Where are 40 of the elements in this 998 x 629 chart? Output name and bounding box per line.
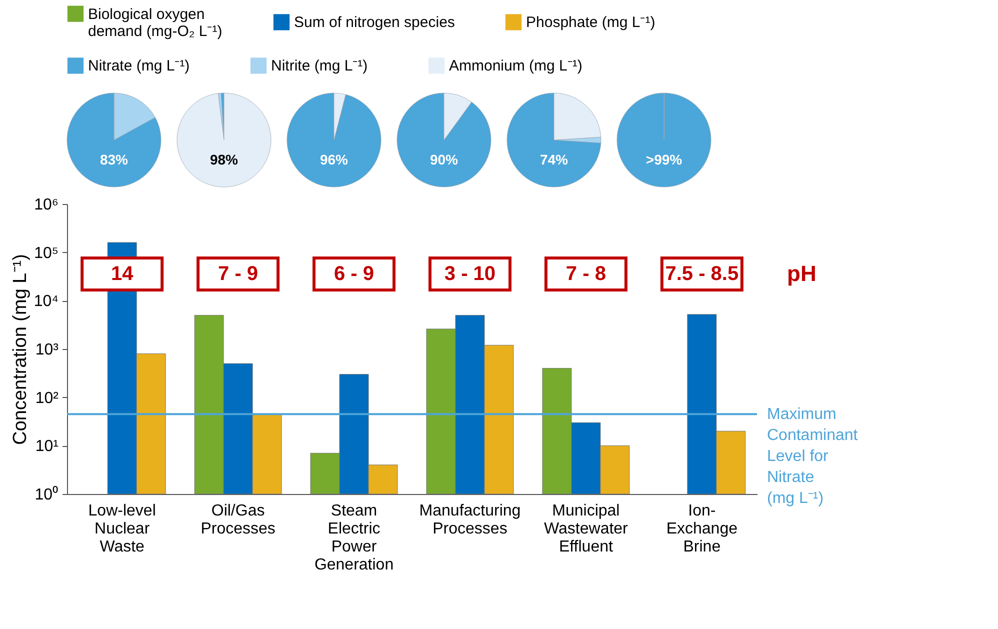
data-label: >99% xyxy=(646,152,683,168)
pie-slice xyxy=(616,92,712,188)
ref-line-label: Maximum Contaminant Level for Nitrate (mg L⁻¹) xyxy=(767,406,858,508)
pie-slice xyxy=(506,92,602,188)
x-tick-label: Oil/Gas Processes xyxy=(200,502,276,538)
x-tick-label: Steam Electric Power Generation xyxy=(314,502,394,574)
pie-slice xyxy=(286,92,382,188)
legend-label: Phosphate (mg L⁻¹) xyxy=(526,14,656,32)
pie-slice xyxy=(396,92,492,188)
x-tick-label: Low-level Nuclear Waste xyxy=(88,502,156,556)
data-label: 96% xyxy=(320,152,349,168)
y-tick-label: 10⁴ xyxy=(34,293,59,310)
data-label: 98% xyxy=(210,152,239,168)
y-tick-label: 10⁵ xyxy=(34,244,58,262)
annotation: 7 - 9 xyxy=(218,263,258,285)
x-tick-label: Ion- Exchange Brine xyxy=(666,502,738,556)
pie-slice xyxy=(66,92,162,188)
x-tick-label: Manufacturing Processes xyxy=(419,502,521,538)
data-label: 83% xyxy=(100,152,129,168)
legend-label: Biological oxygen demand (mg-O₂ L⁻¹) xyxy=(88,6,222,40)
y-tick-label: 10² xyxy=(35,390,60,407)
x-tick-label: Municipal Wastewater Effluent xyxy=(544,502,629,556)
y-axis-title: Concentration (mg L⁻¹) xyxy=(10,254,31,445)
annotation: 6 - 9 xyxy=(334,263,374,285)
y-tick-label: 10⁶ xyxy=(34,196,58,214)
data-label: 74% xyxy=(540,152,569,168)
pie-slice xyxy=(176,92,272,188)
y-tick-label: 10³ xyxy=(35,342,60,358)
legend-label: Ammonium (mg L⁻¹) xyxy=(449,58,582,75)
annotation: 7.5 - 8.5 xyxy=(665,263,739,285)
text: pH xyxy=(787,261,816,286)
legend-label: Nitrate (mg L⁻¹) xyxy=(88,58,190,75)
y-tick-label: 10¹ xyxy=(35,438,58,456)
annotation: 14 xyxy=(110,263,134,285)
data-label: 90% xyxy=(430,152,459,168)
y-tick-label: 10⁰ xyxy=(34,486,58,504)
legend-label: Nitrite (mg L⁻¹) xyxy=(271,58,368,75)
legend-label: Sum of nitrogen species xyxy=(294,14,455,32)
annotation: 3 - 10 xyxy=(444,263,496,285)
annotation: 7 - 8 xyxy=(566,263,606,285)
